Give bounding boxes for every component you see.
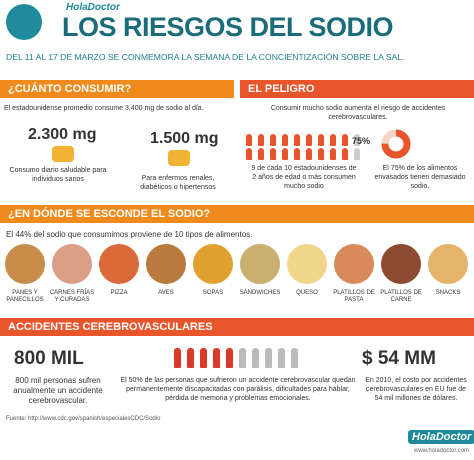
stat-text: El 50% de las personas que sufrieron un … [120,377,356,402]
person-icon [246,134,252,146]
people-text: 9 de cada 10 estadounidenses de 2 años d… [251,165,357,190]
person-icon [213,348,220,368]
person-icon [187,348,194,368]
food-label: QUESO [296,290,318,296]
person-icon [174,348,181,368]
person-icon [246,148,252,160]
person-icon [258,148,264,160]
food-image [240,244,280,284]
person-icon [294,148,300,160]
food-row: PANES Y PANECILLOS CARNES FRÍAS Y CURADAS… [0,244,474,316]
person-icon [306,148,312,160]
food-image [52,244,92,284]
amount: 2.300 mg [28,126,97,143]
person-icon [354,134,360,146]
donut [381,129,411,159]
brand: HolaDoctor [66,2,120,13]
food-image [381,244,421,284]
people-icons [246,134,366,162]
section-heading: EL PELIGRO [240,80,474,98]
intro: El 44% del sodio que consumimos proviene… [6,230,253,239]
person-icon [291,348,298,368]
footer-url: www.holadoctor.com [414,448,470,454]
amount: 1.500 mg [150,130,219,147]
food-label: PLATILLOS DE PASTA [333,290,375,303]
person-icon [200,348,207,368]
food-label: AVES [158,290,174,296]
person-icon [342,148,348,160]
food-label: SNACKS [435,290,461,296]
donut-text: El 75% de los alimentos envasados tienen… [374,165,466,190]
person-icon [330,148,336,160]
person-icon [354,148,360,160]
subtitle: DEL 11 AL 17 DE MARZO SE CONMEMORA LA SE… [6,52,405,62]
scale-icon [52,146,74,162]
food-image [5,244,45,284]
food-image [99,244,139,284]
person-icon [265,348,272,368]
donut-arc [381,129,411,159]
logo-icon [6,4,42,40]
section-heading: ¿CUÁNTO CONSUMIR? [0,80,234,98]
food-image [146,244,186,284]
food-label: SOPAS [202,290,224,296]
person-icon [226,348,233,368]
stat-text: 800 mil personas sufren anualmente un ac… [13,376,103,405]
food-image [193,244,233,284]
person-icon [342,134,348,146]
donut-label: 75% [352,136,371,146]
food-image [287,244,327,284]
stroke-icons [174,348,304,370]
intro: Consumir mucho sodio aumenta el riesgo d… [270,105,446,121]
stat-value: 800 MIL [14,348,84,369]
person-icon [239,348,246,368]
source: Fuente: http://www.cdc.gov/spanish/espec… [6,416,161,422]
person-icon [330,134,336,146]
food-label: PIZZA [110,290,128,296]
food-label: PLATILLOS DE CARNE [380,290,422,303]
amount-text: Para enfermos renales, diabéticos o hipe… [140,175,216,191]
person-icon [294,134,300,146]
stat-text: En 2010, el costo por accidentes cerebro… [365,377,467,402]
person-icon [252,348,259,368]
title: LOS RIESGOS DEL SODIO [62,12,394,42]
person-icon [282,134,288,146]
section-heading: ¿EN DÓNDE SE ESCONDE EL SODIO? [0,205,474,223]
person-icon [318,134,324,146]
person-icon [282,148,288,160]
stat-value: $ 54 MM [362,348,436,369]
person-icon [278,348,285,368]
food-label: PANES Y PANECILLOS [6,290,44,303]
food-image [334,244,374,284]
food-label: CARNES FRÍAS Y CURADAS [49,290,95,303]
person-icon [270,148,276,160]
scale-icon [168,150,190,166]
food-image [428,244,468,284]
person-icon [258,134,264,146]
section-heading: ACCIDENTES CEREBROVASCULARES [0,318,474,336]
person-icon [306,134,312,146]
intro: El estadounidense promedio consume 3,400… [4,105,204,112]
amount-text: Consumo diario saludable para individuos… [9,167,107,183]
person-icon [318,148,324,160]
food-label: SÁNDWICHES [239,290,281,296]
footer-brand: HolaDoctor [408,430,474,444]
person-icon [270,134,276,146]
